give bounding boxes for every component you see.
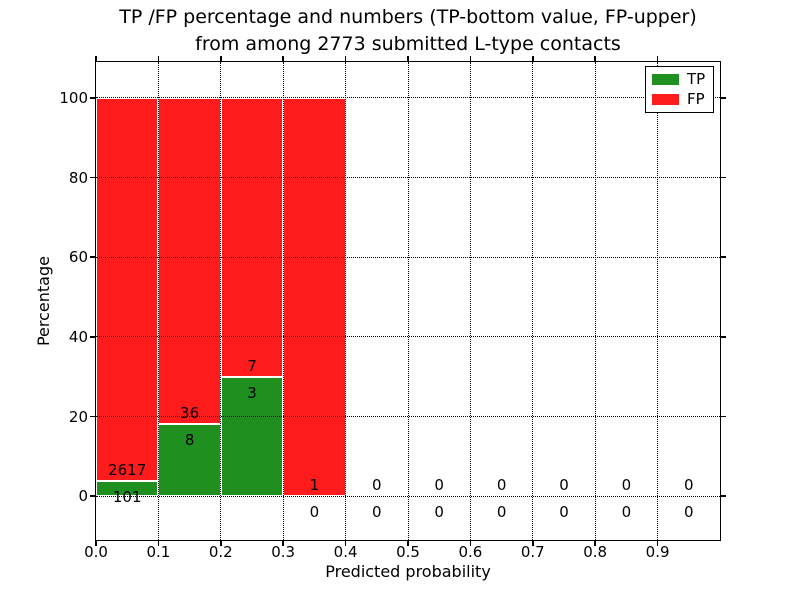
y-tick-mark-right <box>721 495 726 497</box>
tp-count-label: 0 <box>309 503 320 522</box>
x-tick-mark-top <box>344 56 347 61</box>
v-gridline <box>282 62 284 540</box>
v-gridline <box>157 62 159 540</box>
x-tick-mark-top <box>95 56 97 61</box>
x-tick-mark-top <box>656 56 659 61</box>
legend-entry-fp: FP <box>652 92 707 107</box>
x-tick-label: 0.5 <box>396 543 420 561</box>
x-axis-label: Predicted probability <box>325 562 491 581</box>
legend-tp-label: TP <box>687 70 706 88</box>
x-tick-label: 0.9 <box>645 543 670 561</box>
x-tick-label: 0.4 <box>333 543 358 561</box>
x-tick-mark-bottom <box>220 541 222 546</box>
x-tick-label: 0.6 <box>458 543 483 561</box>
x-tick-mark-bottom <box>282 541 284 546</box>
y-tick-mark-left <box>90 495 95 497</box>
fp-count-label: 0 <box>621 476 632 495</box>
x-tick-label: 0.3 <box>271 543 296 561</box>
y-tick-mark-left <box>90 336 95 338</box>
legend-tp-swatch-icon <box>652 74 679 85</box>
v-gridline <box>532 62 534 540</box>
y-tick-mark-left <box>90 97 95 99</box>
tp-count-label: 0 <box>372 503 382 522</box>
chart-title: TP /FP percentage and numbers (TP-bottom… <box>96 4 720 58</box>
x-tick-mark-top <box>282 56 284 61</box>
y-tick-mark-left <box>90 256 95 258</box>
x-tick-mark-bottom <box>344 541 347 546</box>
y-tick-label: 20 <box>68 407 88 426</box>
x-tick-mark-bottom <box>594 541 596 546</box>
x-tick-label: 0.2 <box>208 543 233 561</box>
v-gridline <box>469 62 471 540</box>
x-tick-mark-top <box>532 56 534 61</box>
x-tick-mark-top <box>407 56 409 61</box>
y-tick-mark-right <box>721 415 726 418</box>
x-tick-label: 0.8 <box>583 543 608 561</box>
y-tick-mark-right <box>721 97 726 99</box>
fp-count-label: 0 <box>684 476 694 495</box>
x-tick-label: 0.1 <box>146 543 171 561</box>
v-gridline <box>657 62 659 540</box>
v-gridline <box>345 62 347 540</box>
y-tick-label: 80 <box>68 168 88 187</box>
legend-fp-swatch-icon <box>652 94 679 105</box>
tp-count-label: 0 <box>559 503 569 522</box>
tp-bar-segment <box>158 423 221 497</box>
v-gridline <box>407 62 409 540</box>
x-tick-mark-top <box>594 56 596 61</box>
fp-bar-segment <box>283 97 346 497</box>
legend: TP FP <box>645 66 714 113</box>
fp-count-label: 7 <box>247 356 257 375</box>
tp-count-label: 3 <box>247 383 257 402</box>
y-tick-label: 40 <box>68 327 88 346</box>
y-tick-mark-right <box>721 336 726 338</box>
x-tick-label: 0.7 <box>520 543 545 561</box>
fp-count-label: 0 <box>372 476 382 495</box>
tp-count-label: 0 <box>684 503 694 522</box>
fp-count-label: 0 <box>559 476 569 495</box>
tp-count-label: 101 <box>112 488 142 507</box>
fp-count-label: 0 <box>496 476 507 495</box>
tp-count-label: 8 <box>184 430 195 449</box>
x-tick-mark-bottom <box>469 541 472 546</box>
x-tick-mark-top <box>220 56 222 61</box>
tp-count-label: 0 <box>496 503 507 522</box>
chart-title-line1: TP /FP percentage and numbers (TP-bottom… <box>119 6 697 28</box>
tp-count-label: 0 <box>621 503 632 522</box>
v-gridline <box>594 62 596 540</box>
fp-bar-segment <box>96 97 159 482</box>
y-tick-mark-left <box>90 415 95 418</box>
x-tick-mark-top <box>469 56 472 61</box>
fp-count-label: 1 <box>309 476 320 495</box>
y-tick-label: 100 <box>59 88 88 107</box>
x-tick-mark-bottom <box>95 541 97 546</box>
x-tick-label: 0.0 <box>84 543 108 561</box>
tp-count-label: 0 <box>434 503 444 522</box>
legend-fp-label: FP <box>687 90 705 108</box>
x-tick-mark-bottom <box>407 541 409 546</box>
fp-count-label: 36 <box>180 403 200 422</box>
x-tick-mark-top <box>157 56 160 61</box>
chart-title-line2: from among 2773 submitted L-type contact… <box>195 33 621 55</box>
tp-bar-segment <box>220 376 284 497</box>
fp-count-label: 2617 <box>108 461 147 480</box>
fp-count-label: 0 <box>434 476 444 495</box>
x-tick-mark-bottom <box>157 541 160 546</box>
v-gridline <box>220 62 222 540</box>
fp-bar-segment <box>220 97 284 377</box>
y-axis-label: Percentage <box>34 256 53 347</box>
x-tick-mark-bottom <box>656 541 659 546</box>
y-tick-label: 0 <box>78 487 88 506</box>
fp-bar-segment <box>158 97 221 424</box>
y-tick-mark-right <box>721 256 726 258</box>
y-tick-mark-left <box>90 176 95 179</box>
y-tick-mark-right <box>721 176 726 179</box>
x-tick-mark-bottom <box>532 541 534 546</box>
y-tick-label: 60 <box>68 248 88 267</box>
legend-entry-tp: TP <box>652 72 707 87</box>
